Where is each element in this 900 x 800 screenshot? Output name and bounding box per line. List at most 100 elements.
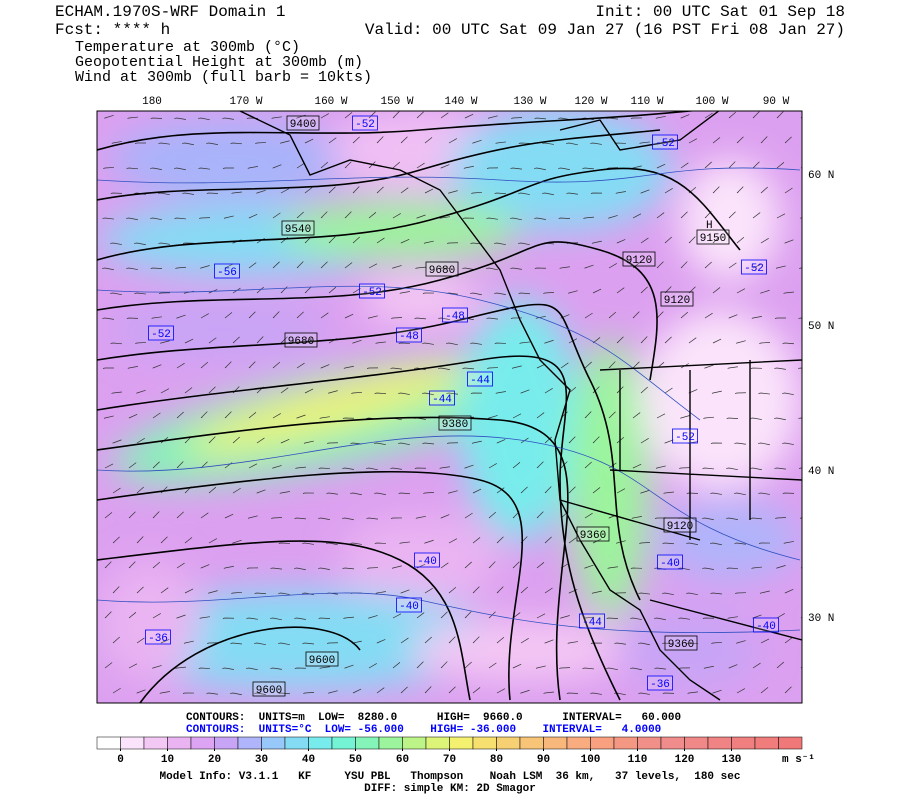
wind-barb [248, 361, 256, 369]
wind-barb [543, 292, 555, 294]
wind-barb [390, 467, 402, 470]
wind-barb [560, 615, 570, 619]
wind-barb [440, 611, 448, 619]
colorbar-swatch [331, 736, 356, 750]
wind-barb [663, 491, 674, 494]
wind-barb [222, 667, 234, 670]
wind-barb [632, 412, 641, 419]
temperature-label-box [145, 629, 171, 645]
temperature-label-box [352, 115, 378, 131]
wind-barb [464, 464, 474, 469]
wind-barb [326, 492, 338, 495]
wind-barb [208, 436, 216, 444]
temperature-label-box [396, 327, 422, 343]
wind-barb [446, 342, 458, 346]
wind-barb [664, 236, 672, 244]
wind-barb [726, 567, 739, 569]
wind-barb [488, 463, 497, 469]
wind-barb [270, 667, 282, 670]
wind-barb [518, 242, 530, 246]
wind-barb [640, 489, 650, 494]
wind-barb [304, 187, 313, 194]
wind-barb [272, 311, 280, 319]
wind-barb [391, 317, 403, 319]
wind-barb [542, 142, 554, 145]
wind-barb [486, 167, 499, 169]
wind-barb [784, 239, 794, 244]
wind-barb [495, 141, 506, 144]
wind-barb [590, 142, 602, 145]
temperature-label: -52 [355, 119, 375, 131]
temperature-label-box [741, 259, 767, 275]
wind-barb [424, 188, 434, 194]
wind-barb [464, 611, 472, 619]
wind-barb [296, 261, 304, 269]
wind-barb [182, 192, 194, 195]
wind-barb [208, 590, 218, 594]
longitude-label: 140 W [444, 96, 477, 108]
wind-barb [608, 514, 618, 519]
wind-barb [439, 216, 450, 219]
wind-barb [712, 186, 720, 194]
contour-info: CONTOURS: UNITS=°C LOW= -56.000 HIGH= -3… [186, 724, 661, 736]
wind-barb [638, 642, 650, 646]
temperature-label: -56 [217, 267, 237, 279]
forecast-hour: Fcst: **** h [55, 21, 170, 39]
wind-barb [112, 687, 121, 694]
wind-barb [664, 336, 672, 344]
wind-barb [247, 515, 258, 519]
map-frame [96, 110, 803, 704]
wind-barb [182, 142, 194, 146]
wind-barb [272, 261, 280, 269]
wind-barb [776, 565, 786, 569]
wind-barb [134, 292, 146, 295]
wind-barb [152, 461, 160, 469]
wind-barb [175, 666, 186, 669]
wind-barb [318, 567, 330, 570]
wind-barb [374, 442, 386, 446]
height-label-box [281, 220, 315, 236]
height-label: 9600 [309, 655, 335, 667]
wind-barb [640, 286, 648, 294]
wind-barb [224, 361, 232, 369]
wind-barb [686, 592, 698, 596]
wind-barb [200, 313, 209, 319]
wind-barb [152, 364, 162, 369]
wind-barb [150, 167, 162, 170]
wind-barb [294, 567, 306, 571]
wind-barb [656, 261, 664, 269]
wind-barb [512, 462, 521, 469]
wind-barb [102, 267, 114, 271]
wind-barb [471, 440, 482, 444]
temperature-label: -44 [582, 617, 602, 629]
height-label-box [660, 291, 694, 307]
colorbar-tick-label: 70 [443, 754, 456, 766]
wind-barb [302, 542, 314, 545]
wind-barb [656, 212, 665, 219]
wind-barb [375, 591, 386, 594]
wind-barb [319, 416, 330, 419]
wind-barb [703, 665, 714, 669]
wind-barb [416, 612, 425, 619]
wind-barb [376, 136, 384, 144]
wind-barb [230, 692, 242, 696]
wind-barb [159, 691, 170, 694]
wind-barb [224, 462, 233, 469]
wind-barb [320, 261, 328, 269]
wind-barb [534, 167, 546, 171]
wind-barb [800, 167, 802, 169]
wind-barb [591, 240, 602, 244]
wind-barb [568, 436, 576, 444]
wind-barb [176, 362, 185, 369]
wind-barb [222, 167, 235, 169]
wind-barb [320, 211, 328, 219]
wind-barb [584, 312, 593, 319]
temperature-label: -44 [470, 375, 490, 387]
wind-barb [566, 142, 578, 146]
wind-barb [422, 442, 434, 445]
wind-barb [175, 266, 186, 269]
wind-barb [702, 567, 714, 570]
height-label: 9680 [429, 265, 455, 277]
temperature-label: -48 [399, 331, 419, 343]
wind-barb [752, 111, 760, 119]
